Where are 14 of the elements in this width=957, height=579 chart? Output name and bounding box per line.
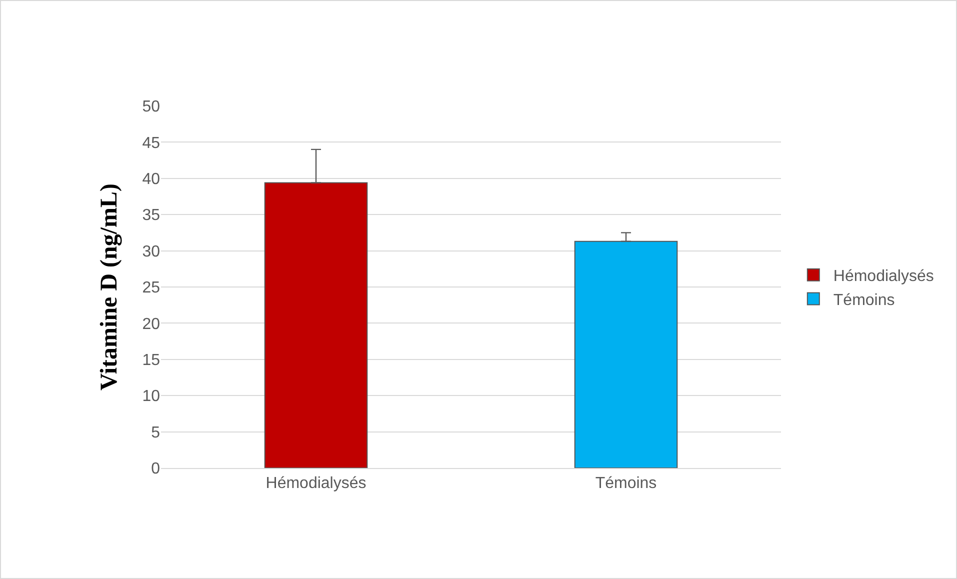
y-tick-label: 10 xyxy=(142,388,160,406)
y-axis-title: Vitamine D (ng/mL) xyxy=(96,183,122,391)
y-tick-label: 25 xyxy=(142,280,160,297)
y-tick-label: 5 xyxy=(151,424,160,442)
y-tick-label: 50 xyxy=(142,98,160,116)
y-tick-label: 45 xyxy=(142,134,160,152)
y-tick-label: 20 xyxy=(142,316,160,333)
y-tick-label: 35 xyxy=(142,207,160,224)
y-tick-label: 0 xyxy=(151,460,160,478)
y-tick-label: 40 xyxy=(142,171,160,188)
legend-label: Témoins xyxy=(833,292,895,309)
y-tick-label: 15 xyxy=(142,352,160,369)
legend-label: Hémodialysés xyxy=(833,268,934,286)
y-tick-label: 30 xyxy=(142,243,160,260)
